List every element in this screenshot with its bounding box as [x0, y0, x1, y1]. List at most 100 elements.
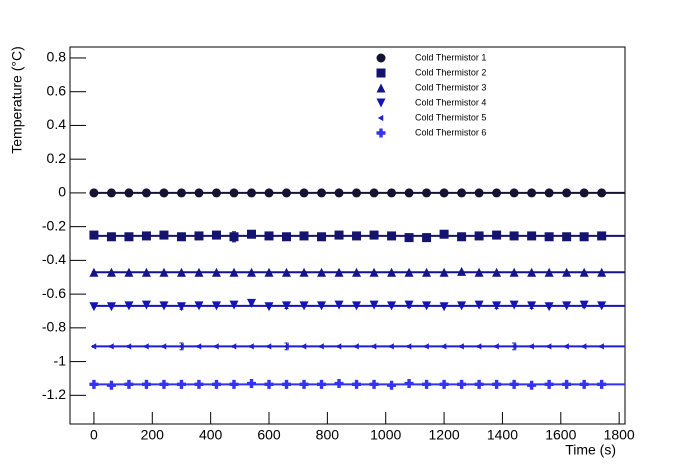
data-point: [597, 379, 607, 389]
data-point: [159, 188, 169, 198]
y-axis-label: Temperature (°C): [9, 46, 25, 154]
data-point: [580, 343, 587, 350]
data-point: [492, 188, 502, 198]
data-point: [106, 302, 116, 312]
data-point: [334, 267, 344, 277]
data-point: [352, 379, 362, 389]
data-point: [317, 188, 327, 198]
data-point: [299, 301, 309, 311]
legend-marker: [376, 128, 386, 138]
data-point: [211, 188, 221, 198]
data-point: [106, 267, 116, 277]
data-point: [457, 188, 467, 198]
data-point: [474, 267, 484, 277]
data-point: [213, 343, 219, 350]
y-tick-label: -0.2: [42, 217, 66, 233]
data-point: [176, 232, 186, 242]
data-point: [439, 267, 449, 277]
data-point: [509, 379, 519, 389]
y-tick-label: 0.8: [47, 49, 67, 65]
data-point: [562, 188, 572, 198]
legend-marker: [376, 83, 386, 93]
data-point: [544, 302, 554, 312]
data-point: [422, 233, 432, 243]
data-point: [283, 343, 289, 350]
y-tick-label: -1.2: [42, 386, 66, 402]
data-point: [404, 267, 414, 277]
data-point: [176, 302, 186, 312]
data-point: [194, 379, 204, 389]
data-point: [510, 343, 517, 350]
y-tick-label: -0.6: [42, 285, 66, 301]
data-point: [264, 302, 274, 312]
data-point: [423, 343, 429, 350]
data-point: [299, 231, 309, 241]
data-point: [474, 231, 484, 241]
data-point: [545, 343, 552, 350]
y-tick-label: -0.4: [42, 251, 66, 267]
x-tick-label: 1600: [545, 427, 576, 443]
data-point: [194, 267, 204, 277]
data-point: [352, 301, 362, 311]
data-point: [282, 379, 292, 389]
data-point: [440, 343, 447, 350]
data-point: [89, 379, 99, 389]
data-point: [492, 379, 502, 389]
data-point: [317, 379, 327, 389]
data-point: [369, 267, 379, 277]
data-point: [246, 267, 256, 277]
data-point: [492, 301, 502, 311]
data-point: [335, 343, 342, 350]
x-tick-label: 200: [141, 427, 165, 443]
data-point: [229, 188, 239, 198]
data-point: [299, 379, 309, 389]
data-point: [598, 343, 604, 350]
data-point: [89, 302, 99, 312]
data-point: [352, 267, 362, 277]
data-point: [176, 267, 186, 277]
data-point: [404, 379, 414, 389]
legend-marker: [377, 114, 384, 122]
data-point: [474, 379, 484, 389]
data-point: [544, 232, 554, 242]
data-point: [527, 380, 537, 390]
data-point: [387, 380, 397, 390]
data-point: [124, 267, 134, 277]
y-tick-label: 0.4: [47, 116, 67, 132]
data-point: [509, 267, 519, 277]
data-point: [370, 343, 377, 350]
data-point: [422, 267, 432, 277]
data-point: [439, 188, 449, 198]
data-point: [264, 379, 274, 389]
data-point: [106, 188, 116, 198]
data-point: [108, 343, 114, 350]
data-point: [579, 379, 589, 389]
y-tick-label: -0.8: [42, 319, 66, 335]
data-point: [562, 379, 572, 389]
data-point: [317, 301, 327, 311]
data-point: [439, 379, 449, 389]
x-tick-label: 1000: [370, 427, 401, 443]
data-point: [597, 231, 607, 241]
data-point: [159, 267, 169, 277]
data-point: [597, 188, 607, 198]
legend-label: Cold Thermistor 3: [415, 82, 486, 92]
data-point: [248, 343, 254, 350]
data-point: [492, 267, 502, 277]
data-point: [387, 188, 397, 198]
data-point: [458, 343, 464, 350]
data-point: [492, 230, 502, 240]
data-point: [265, 343, 272, 350]
data-point: [509, 231, 519, 241]
data-point: [544, 188, 554, 198]
data-point: [195, 343, 202, 350]
data-point: [562, 301, 572, 311]
data-point: [264, 188, 274, 198]
y-tick-label: 0.6: [47, 82, 67, 98]
data-point: [422, 188, 432, 198]
legend-label: Cold Thermistor 2: [415, 67, 486, 77]
data-point: [493, 343, 499, 350]
data-point: [124, 379, 134, 389]
data-point: [282, 267, 292, 277]
data-point: [229, 232, 239, 242]
